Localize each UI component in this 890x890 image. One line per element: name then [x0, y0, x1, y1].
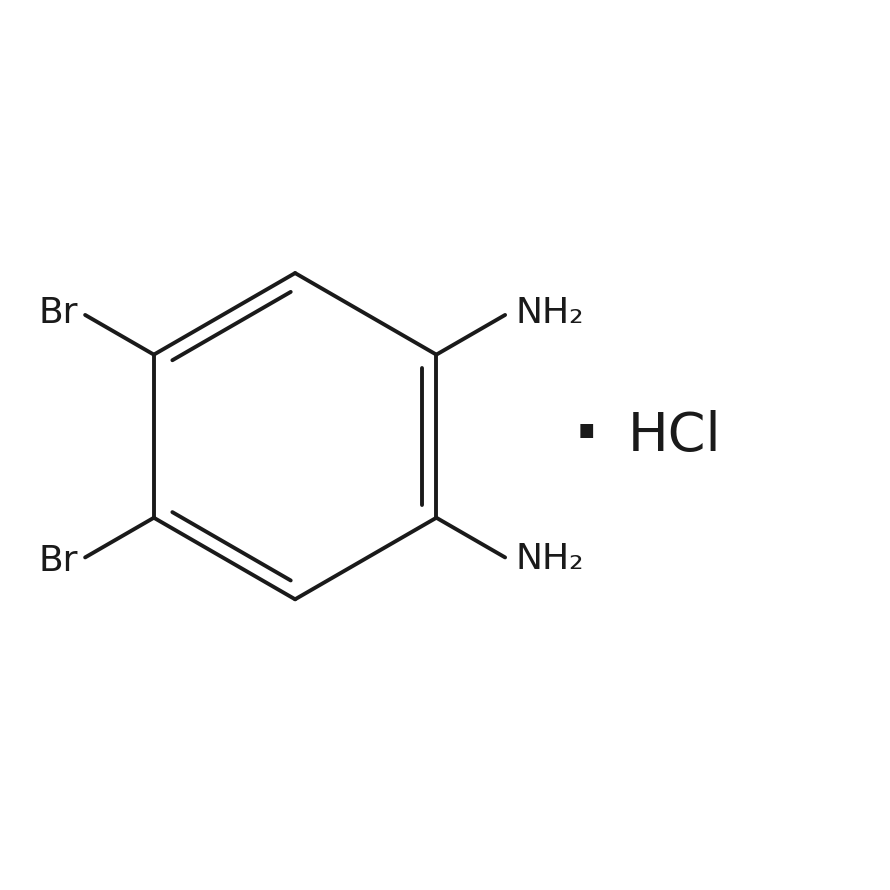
Text: NH₂: NH₂ — [515, 296, 584, 330]
Text: Br: Br — [38, 296, 78, 330]
Text: HCl: HCl — [627, 410, 721, 462]
Text: Br: Br — [38, 544, 78, 578]
Text: ·: · — [572, 401, 600, 471]
Text: NH₂: NH₂ — [515, 542, 584, 576]
